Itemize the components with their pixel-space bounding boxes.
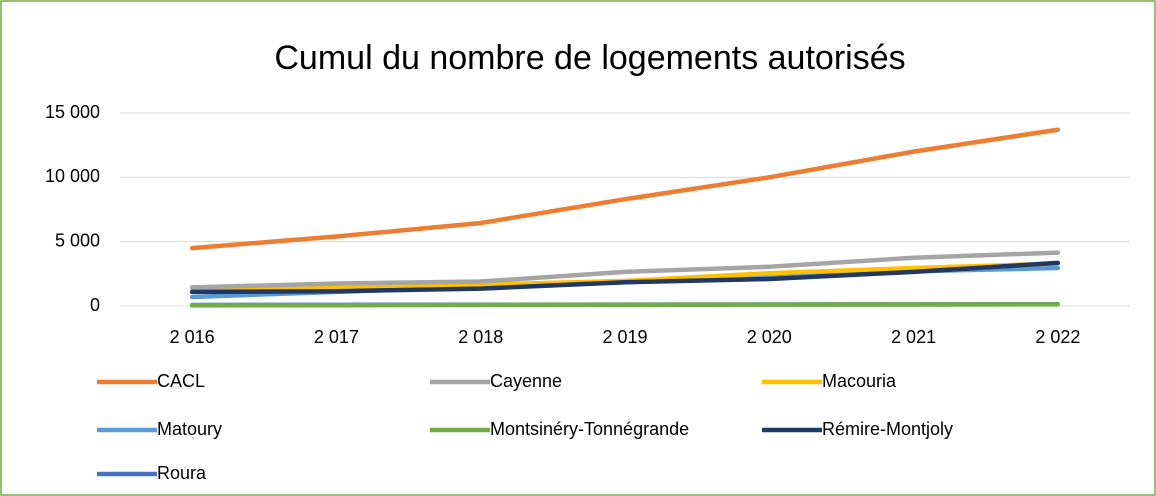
x-tick-label: 2 021 xyxy=(891,327,936,347)
x-tick-label: 2 019 xyxy=(602,327,647,347)
legend-label: Montsinéry-Tonnégrande xyxy=(490,419,689,439)
x-tick-label: 2 018 xyxy=(458,327,503,347)
series-line xyxy=(189,302,1061,308)
x-tick-label: 2 022 xyxy=(1035,327,1080,347)
legend-label: Cayenne xyxy=(490,371,562,391)
x-tick-label: 2 017 xyxy=(314,327,359,347)
chart-title: Cumul du nombre de logements autorisés xyxy=(274,39,905,77)
legend-label: CACL xyxy=(157,371,205,391)
series-line xyxy=(189,127,1061,251)
x-tick-label: 2 020 xyxy=(747,327,792,347)
legend-label: Macouria xyxy=(822,371,897,391)
series-line xyxy=(189,250,1061,290)
legend-label: Matoury xyxy=(157,419,222,439)
y-tick-label: 10 000 xyxy=(45,166,100,186)
y-tick-label: 5 000 xyxy=(55,230,100,250)
y-tick-label: 15 000 xyxy=(45,102,100,122)
series-line xyxy=(189,260,1061,295)
legend-label: Roura xyxy=(157,463,207,483)
legend-label: Rémire-Montjoly xyxy=(822,419,953,439)
x-tick-label: 2 016 xyxy=(170,327,215,347)
y-tick-label: 0 xyxy=(90,295,100,315)
